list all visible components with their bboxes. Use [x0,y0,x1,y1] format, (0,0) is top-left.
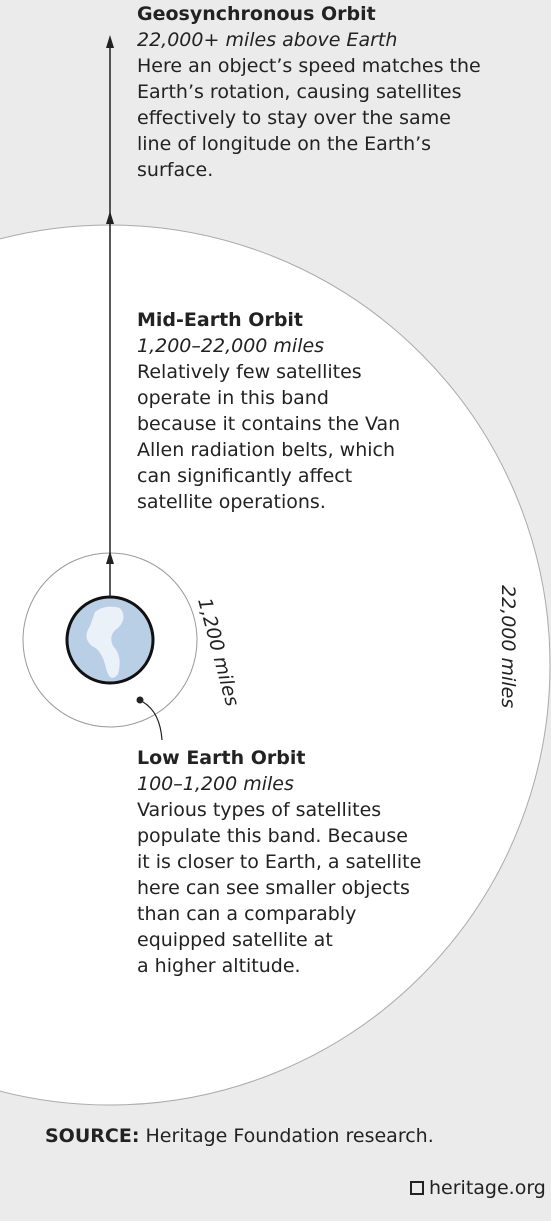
section-line: effectively to stay over the same [137,107,451,129]
section-line: populate this band. Because [137,825,408,847]
source-label: SOURCE: [45,1125,139,1147]
section-title: Geosynchronous Orbit [137,3,376,25]
section-subtitle: 22,000+ miles above Earth [137,29,397,51]
section-line: here can see smaller objects [137,877,410,899]
leader-line [142,701,163,741]
section-line: satellite operations. [137,491,326,513]
section-line: a higher altitude. [137,955,301,977]
section-line: Relatively few satellites [137,361,362,383]
section-line: can significantly affect [137,465,352,487]
section-line: line of longitude on the Earth’s [137,133,431,155]
section-line: Various types of satellites [137,799,381,821]
section-line: Allen radiation belts, which [137,439,395,461]
satellite-dot [136,696,144,704]
source: SOURCE: Heritage Foundation research. [45,1125,434,1147]
section-line: Earth’s rotation, causing satellites [137,81,462,103]
section-line: Here an object’s speed matches the [137,55,481,77]
logo [410,1181,424,1195]
continent [86,606,124,678]
outer-radius-label: 22,000 miles [497,585,519,708]
section-subtitle: 100–1,200 miles [137,773,294,795]
section-line: operate in this band [137,387,329,409]
section-line: equipped satellite at [137,929,333,951]
section-line: than can a comparably [137,903,356,925]
section-line: it is closer to Earth, a satellite [137,851,421,873]
source-text: Heritage Foundation research. [139,1125,433,1147]
section-line: surface. [137,159,213,181]
section-title: Low Earth Orbit [137,747,305,769]
section-title: Mid-Earth Orbit [137,309,303,331]
section-line: because it contains the Van [137,413,400,435]
section-subtitle: 1,200–22,000 miles [137,335,324,357]
site: heritage.org [429,1177,546,1199]
